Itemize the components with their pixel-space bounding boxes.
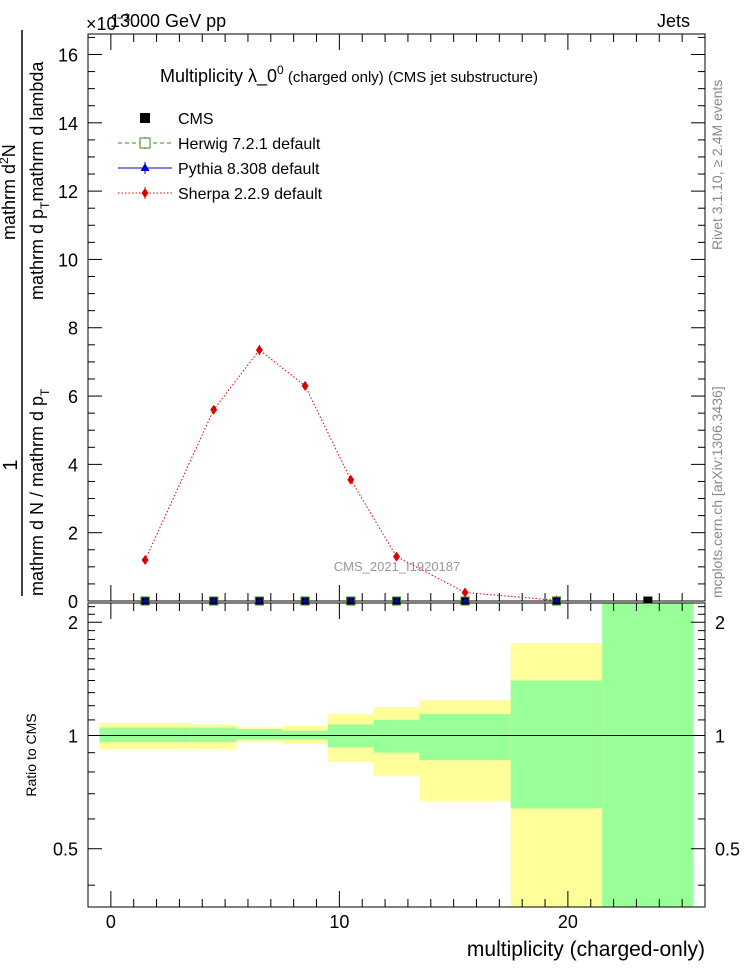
main-ytick-label: 8 <box>68 319 78 339</box>
ratio-xtick-label: 20 <box>558 912 578 932</box>
ratio-panel: 0.5 0.5 1 1 2 2 0 10 20 Ratio to CMS multiplici… <box>23 602 740 961</box>
ratio-stat-band <box>510 680 603 809</box>
legend: CMS Herwig 7.2.1 default Pythia 8.308 defa… <box>118 111 323 203</box>
ylabel-numerator: 1 <box>0 459 22 470</box>
main-ytick-label: 16 <box>58 45 78 65</box>
legend-label: Herwig 7.2.1 default <box>178 136 321 153</box>
sherpa-point <box>347 474 355 485</box>
ratio-ytick-label-right: 1 <box>715 726 725 746</box>
sherpa-point <box>393 551 400 562</box>
pythia-point <box>461 597 469 603</box>
ratio-stat-band <box>602 603 694 907</box>
ylabel-inner-numerator: mathrm d2N <box>0 144 19 240</box>
analysis-watermark: CMS_2021_I1920187 <box>334 559 461 574</box>
main-ytick-label: 4 <box>68 455 78 475</box>
pythia-point <box>347 597 355 603</box>
sherpa-point <box>461 587 469 598</box>
ratio-y-ticks: 0.5 0.5 1 1 2 2 <box>53 606 740 886</box>
main-ytick-label: 2 <box>68 524 78 544</box>
ratio-ytick-label: 0.5 <box>53 840 78 860</box>
ratio-xtick-label: 0 <box>106 912 116 932</box>
sherpa-point <box>210 404 218 415</box>
ylabel-inner-denominator: mathrm d pTmathrm d lambda <box>27 61 52 300</box>
legend-label: CMS <box>178 111 214 128</box>
pythia-point <box>552 597 560 603</box>
main-ytick-label: 14 <box>58 114 78 134</box>
ratio-bands <box>99 603 694 907</box>
legend-item: Pythia 8.308 default <box>118 161 320 178</box>
pythia-point <box>141 597 149 603</box>
ratio-ytick-label: 1 <box>68 726 78 746</box>
pythia-point <box>210 597 218 603</box>
ratio-stat-band <box>419 714 511 761</box>
cms-series <box>140 596 653 606</box>
legend-marker-square <box>140 113 150 123</box>
chart-title: Multiplicity λ_00 (charged only) (CMS je… <box>160 63 538 87</box>
mcplots-label: mcplots.cern.ch [arXiv:1306.3436] <box>709 386 725 598</box>
main-x-ticks <box>110 34 683 601</box>
ratio-stat-band <box>99 727 191 743</box>
pythia-point <box>255 597 263 603</box>
sherpa-series <box>141 344 560 606</box>
ratio-y-axis-label: Ratio to CMS <box>23 713 39 796</box>
legend-marker-diamond <box>141 188 149 198</box>
ratio-plot-frame <box>87 602 706 908</box>
legend-label: Pythia 8.308 default <box>178 161 320 178</box>
ratio-ytick-label-right: 2 <box>715 613 725 633</box>
category-label: Jets <box>657 11 690 31</box>
rivet-label: Rivet 3.1.10, ≥ 2.4M events <box>709 80 725 250</box>
y-scale-exponent: ×10−3 <box>86 11 131 34</box>
main-ytick-label: 0 <box>68 592 78 612</box>
ratio-ytick-label-right: 0.5 <box>715 840 740 860</box>
ratio-stat-band <box>373 719 420 753</box>
pythia-point <box>301 597 309 603</box>
ratio-stat-band <box>190 727 237 743</box>
pythia-point <box>393 597 400 603</box>
legend-marker-triangle <box>140 163 150 171</box>
legend-item: Herwig 7.2.1 default <box>118 136 321 153</box>
legend-marker-open-square <box>139 137 151 149</box>
ratio-x-ticks: 0 10 20 <box>106 603 683 932</box>
sherpa-point <box>141 555 149 566</box>
sherpa-point <box>255 344 263 355</box>
legend-item: CMS <box>140 111 214 128</box>
legend-label: Sherpa 2.2.9 default <box>178 186 323 203</box>
ratio-ytick-label: 2 <box>68 613 78 633</box>
sherpa-line <box>144 349 557 601</box>
main-y-ticks: 0 2 4 6 8 10 12 14 16 <box>58 36 705 612</box>
main-ytick-label: 10 <box>58 250 78 270</box>
x-axis-label: multiplicity (charged-only) <box>467 938 705 961</box>
main-y-axis-label: 1 mathrm d2N mathrm d pTmathrm d lambda … <box>0 30 52 596</box>
legend-item: Sherpa 2.2.9 default <box>118 186 323 203</box>
ratio-stat-band <box>236 729 283 740</box>
ylabel-outer-denominator: mathrm d N / mathrm d pT <box>27 388 52 596</box>
main-ytick-label: 12 <box>58 182 78 202</box>
main-ytick-label: 6 <box>68 387 78 407</box>
sherpa-point <box>301 380 309 391</box>
energy-label: 13000 GeV pp <box>110 11 226 31</box>
ratio-xtick-label: 10 <box>329 912 349 932</box>
cms-point <box>643 596 653 606</box>
main-panel: 0 2 4 6 8 10 12 14 16 Multiplicity λ_00 (charged… <box>0 30 706 612</box>
